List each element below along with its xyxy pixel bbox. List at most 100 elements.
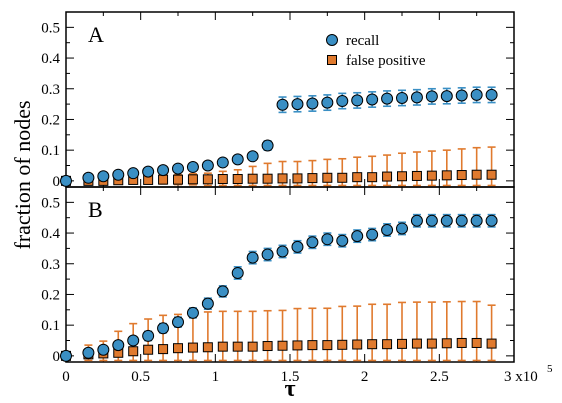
data-point-recall xyxy=(291,240,304,253)
data-point-recall xyxy=(97,343,110,356)
panel-tag: B xyxy=(88,197,103,222)
data-point-false-positive xyxy=(426,338,437,349)
data-point-false-positive xyxy=(307,173,318,184)
data-point-false-positive xyxy=(277,173,288,184)
data-point-false-positive xyxy=(367,339,378,350)
data-point-recall xyxy=(186,306,199,319)
data-point-false-positive xyxy=(337,339,348,350)
legend-label: recall xyxy=(346,33,379,49)
data-point-recall xyxy=(82,171,95,184)
data-point-recall xyxy=(410,214,423,227)
data-point-false-positive xyxy=(411,338,422,349)
y-axis-label: fraction of nodes xyxy=(10,100,35,249)
data-point-false-positive xyxy=(187,342,198,353)
data-point-false-positive xyxy=(322,172,333,183)
data-point-false-positive xyxy=(217,174,228,185)
data-point-false-positive xyxy=(441,170,452,181)
data-point-recall xyxy=(276,245,289,258)
data-point-false-positive xyxy=(486,338,497,349)
data-point-false-positive xyxy=(352,172,363,183)
data-point-recall xyxy=(82,346,95,359)
data-point-false-positive xyxy=(397,338,407,349)
data-point-recall xyxy=(127,167,140,180)
x-axis-exponent: 3 x10 5 xyxy=(504,363,553,385)
x-axis-label: τ xyxy=(284,376,295,402)
y-tick-label: 0.2 xyxy=(41,112,60,128)
data-point-false-positive xyxy=(382,171,393,182)
data-point-false-positive xyxy=(382,339,393,350)
data-point-recall xyxy=(366,93,379,106)
data-point-recall xyxy=(172,316,184,329)
x-tick-label: 1.5 xyxy=(281,369,300,385)
data-point-recall xyxy=(425,214,438,227)
data-point-recall xyxy=(440,214,453,227)
data-point-recall xyxy=(246,150,259,163)
data-point-recall xyxy=(142,329,155,342)
data-point-recall xyxy=(186,161,199,174)
y-tick-label: 0.2 xyxy=(41,287,60,303)
data-point-recall xyxy=(455,214,468,227)
data-point-recall xyxy=(246,251,259,264)
data-point-recall xyxy=(396,91,408,104)
data-point-false-positive xyxy=(322,340,333,351)
data-point-recall xyxy=(485,214,498,227)
y-tick-label: 0.1 xyxy=(41,318,60,334)
data-point-recall xyxy=(172,162,184,175)
data-point-false-positive xyxy=(292,173,303,184)
data-point-false-positive xyxy=(202,174,213,185)
data-point-recall xyxy=(410,91,423,104)
x-exponent-power: 5 xyxy=(547,363,553,375)
data-point-recall xyxy=(321,233,334,246)
x-tick-label: 2.5 xyxy=(430,369,449,385)
data-point-recall xyxy=(425,90,438,103)
legend-label: false positive xyxy=(346,53,426,69)
data-point-recall xyxy=(261,248,274,261)
data-point-recall xyxy=(336,95,349,108)
data-point-false-positive xyxy=(158,344,169,355)
y-tick-label: 0.5 xyxy=(41,20,60,36)
data-point-false-positive xyxy=(441,338,452,349)
data-point-recall xyxy=(336,234,349,247)
data-point-false-positive xyxy=(262,173,273,184)
x-tick-label: 1 xyxy=(212,369,220,385)
data-point-recall xyxy=(157,164,170,177)
data-point-false-positive xyxy=(411,170,422,181)
x-axis: 0 0.5 1 1.5 2 2.5 xyxy=(62,369,448,385)
data-point-recall xyxy=(127,334,140,347)
data-point-recall xyxy=(291,98,304,111)
data-point-recall xyxy=(216,156,229,169)
data-point-recall xyxy=(60,349,72,362)
data-point-recall xyxy=(351,230,364,243)
data-point-recall xyxy=(216,285,229,298)
data-point-false-positive xyxy=(277,340,288,351)
data-point-recall xyxy=(381,92,394,105)
data-point-recall xyxy=(201,159,214,172)
data-point-false-positive xyxy=(158,174,169,185)
x-tick-label: 0 xyxy=(62,369,70,385)
data-point-false-positive xyxy=(367,172,378,183)
data-point-false-positive xyxy=(247,341,258,352)
data-point-false-positive xyxy=(247,173,258,184)
data-point-false-positive xyxy=(456,337,467,348)
data-point-recall xyxy=(381,223,394,236)
data-point-recall xyxy=(321,96,334,109)
data-point-recall xyxy=(470,88,483,101)
data-point-recall xyxy=(142,165,155,178)
data-point-false-positive xyxy=(397,171,407,182)
panel-tag: A xyxy=(88,22,104,47)
data-point-false-positive xyxy=(292,340,303,351)
data-point-recall xyxy=(157,322,170,335)
y-tick-label: 0 xyxy=(53,349,61,365)
data-point-recall xyxy=(306,236,319,249)
data-point-false-positive xyxy=(143,344,154,355)
data-point-recall xyxy=(231,153,244,166)
data-point-recall xyxy=(112,339,125,352)
data-point-false-positive xyxy=(471,337,482,348)
x-tick-label: 0.5 xyxy=(131,369,150,385)
y-tick-label: 0.3 xyxy=(41,257,60,273)
data-point-false-positive xyxy=(217,341,228,352)
data-point-recall xyxy=(112,168,125,181)
panel-b: 0 0.1 0.2 0.3 0.4 0.5 B xyxy=(41,186,515,365)
data-point-recall xyxy=(455,89,468,102)
